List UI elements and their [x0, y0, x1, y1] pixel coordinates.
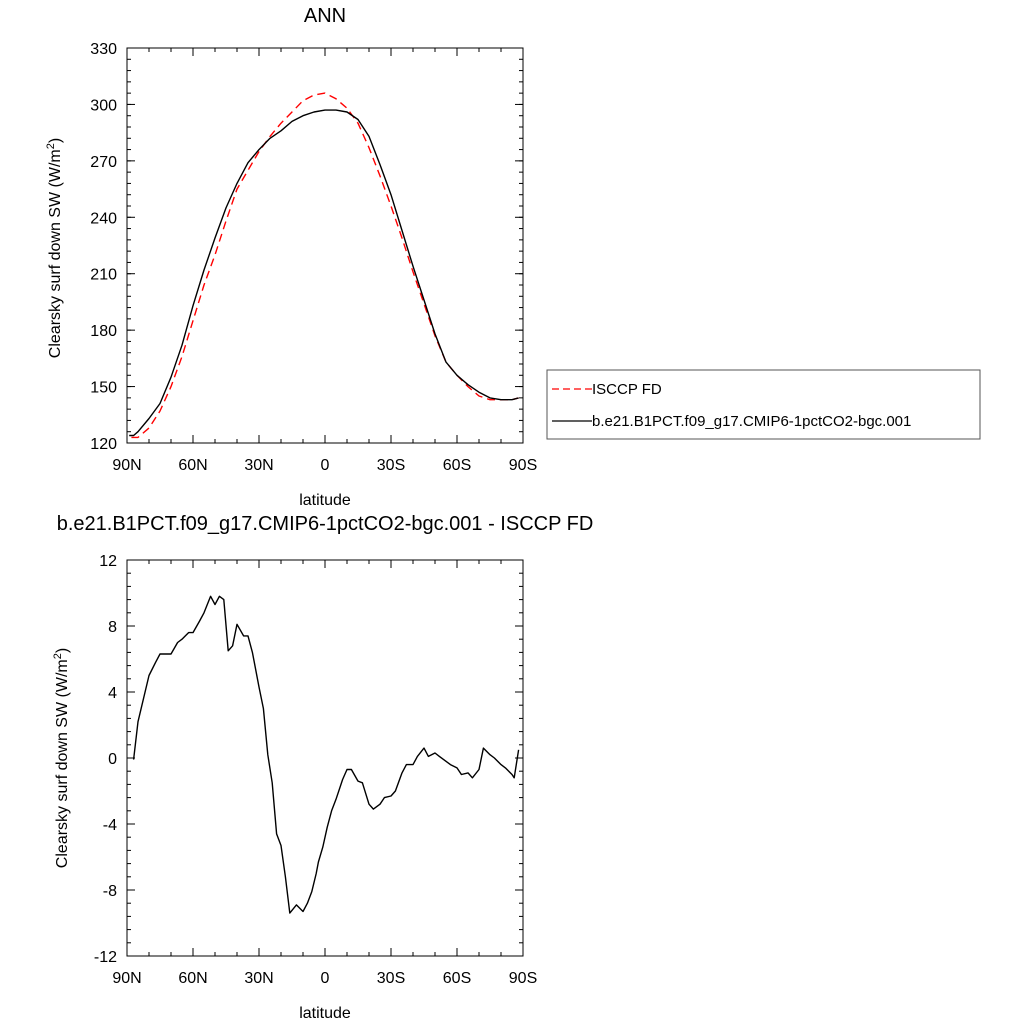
top-x-tick-label: 30S [377, 457, 405, 474]
bottom-x-tick-label: 30S [377, 970, 405, 987]
bottom-x-tick-label: 60N [178, 970, 207, 987]
top-plot-area: 90N 60N 30N 0 30S 60S 90S 120 150 180 210 240 270 300… [90, 41, 537, 474]
top-series-line-0 [131, 92, 519, 439]
bottom-panel: b.e21.B1PCT.f09_g17.CMIP6-1pctCO2-bgc.00… [52, 513, 593, 1022]
top-series-line-1 [129, 109, 519, 437]
top-x-tick-label: 60N [178, 457, 207, 474]
bottom-y-tick-label: 12 [99, 553, 117, 570]
top-x-axis-title: latitude [299, 492, 351, 509]
bottom-y-axis-title-main: Clearsky surf down SW (W/m [54, 659, 71, 868]
top-y-axis-title-sup: 2 [45, 143, 57, 149]
bottom-x-tick-label: 30N [244, 970, 273, 987]
bottom-panel-title: b.e21.B1PCT.f09_g17.CMIP6-1pctCO2-bgc.00… [57, 513, 594, 535]
legend-label-isccp: ISCCP FD [592, 381, 662, 398]
top-x-tick-label: 0 [321, 457, 330, 474]
bottom-y-tick-label: -12 [94, 949, 117, 966]
legend-label-model: b.e21.B1PCT.f09_g17.CMIP6-1pctCO2-bgc.00… [592, 413, 911, 430]
top-y-tick-label: 300 [90, 97, 117, 114]
top-y-axis-title-main: Clearsky surf down SW (W/m [47, 149, 64, 358]
top-y-tick-label: 330 [90, 41, 117, 58]
bottom-x-axis-title: latitude [299, 1005, 351, 1022]
top-panel-title: ANN [304, 5, 346, 27]
top-plot-frame [126, 47, 524, 444]
top-x-tick-label: 90N [112, 457, 141, 474]
bottom-y-tick-label: 8 [108, 619, 117, 636]
bottom-y-axis-title: Clearsky surf down SW (W/m2) [52, 648, 71, 868]
bottom-y-tick-label: 0 [108, 751, 117, 768]
bottom-x-tick-label: 0 [321, 970, 330, 987]
bottom-plot-frame [126, 559, 524, 957]
bottom-y-axis-title-sup: 2 [52, 653, 64, 659]
bottom-y-tick-label: -4 [103, 817, 117, 834]
top-y-tick-label: 210 [90, 267, 117, 284]
top-y-tick-label: 180 [90, 323, 117, 340]
bottom-x-tick-label: 60S [443, 970, 471, 987]
bottom-x-tick-label: 90S [509, 970, 537, 987]
bottom-y-axis-title-close: ) [54, 648, 71, 653]
top-y-tick-label: 240 [90, 210, 117, 227]
bottom-y-tick-label: -8 [103, 883, 117, 900]
bottom-series-line-0 [132, 595, 520, 914]
top-y-tick-label: 120 [90, 436, 117, 453]
bottom-y-tick-label: 4 [108, 685, 117, 702]
top-x-tick-label: 30N [244, 457, 273, 474]
top-x-tick-label: 60S [443, 457, 471, 474]
top-y-axis-title: Clearsky surf down SW (W/m2) [45, 138, 64, 358]
top-x-tick-label: 90S [509, 457, 537, 474]
bottom-x-tick-label: 90N [112, 970, 141, 987]
legend-box [546, 369, 981, 440]
bottom-plot-area: 90N 60N 30N 0 30S 60S 90S -12 -8 -4 0 4 8 12 [94, 553, 537, 987]
legend: ISCCP FD b.e21.B1PCT.f09_g17.CMIP6-1pctC… [546, 369, 981, 440]
top-panel: ANN latitude Clearsky surf down SW (W/m2… [45, 5, 981, 509]
top-y-tick-label: 150 [90, 380, 117, 397]
top-y-axis-title-close: ) [47, 138, 64, 143]
top-y-tick-label: 270 [90, 154, 117, 171]
